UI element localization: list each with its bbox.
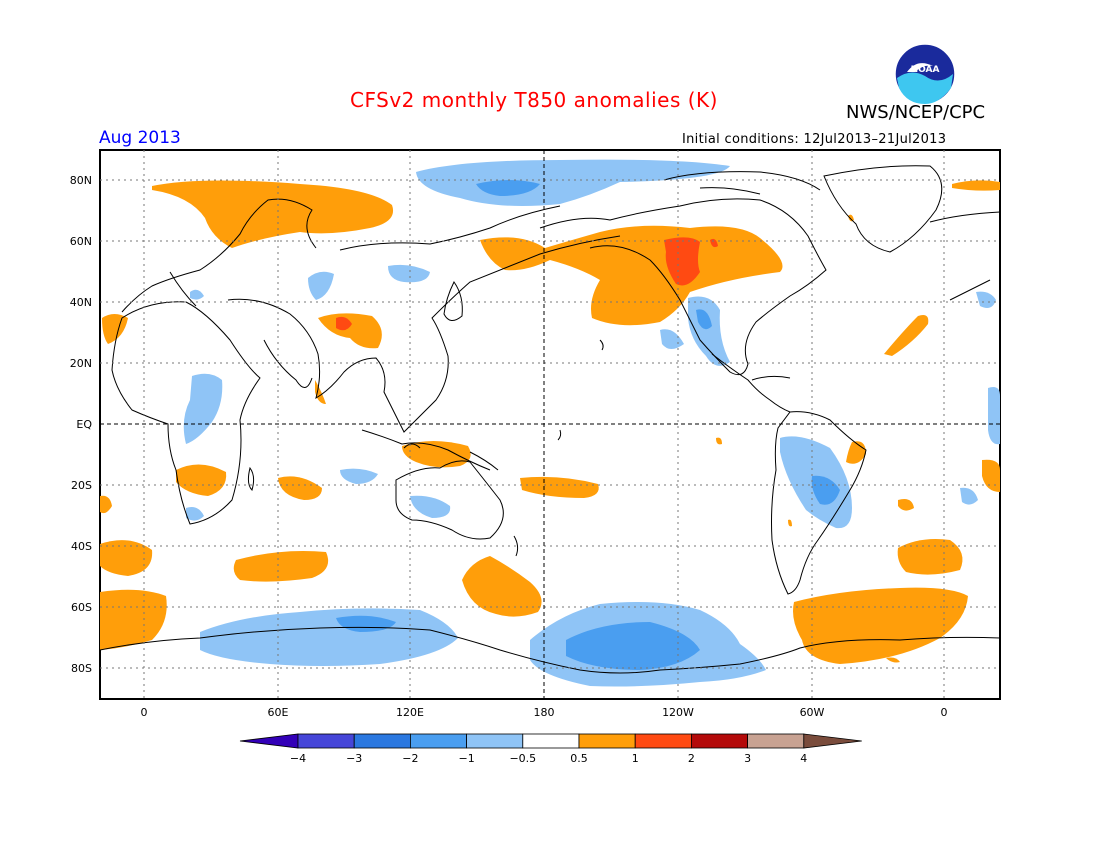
lon-tick-180: 180 bbox=[534, 706, 555, 719]
color-scale-bar: −4 −3 −2 −1 −0.5 0.5 1 2 3 4 bbox=[239, 733, 862, 765]
forecast-period: Aug 2013 bbox=[99, 128, 181, 148]
lat-tick-80n: 80N bbox=[70, 174, 92, 187]
lon-tick-120w: 120W bbox=[662, 706, 694, 719]
lon-tick-0-west: 0 bbox=[141, 706, 148, 719]
colorbar-swatch bbox=[634, 733, 692, 749]
colorbar-label: −1 bbox=[458, 752, 474, 765]
lat-tick-40s: 40S bbox=[71, 540, 92, 553]
colorbar-swatch bbox=[353, 733, 411, 749]
lat-tick-eq: EQ bbox=[76, 418, 92, 431]
lon-tick-0-east: 0 bbox=[941, 706, 948, 719]
colorbar-label: 2 bbox=[688, 752, 695, 765]
lat-tick-20s: 20S bbox=[71, 479, 92, 492]
lon-tick-60e: 60E bbox=[268, 706, 289, 719]
colorbar-swatch bbox=[522, 733, 580, 749]
coastlines bbox=[99, 165, 1001, 674]
colorbar-swatch bbox=[297, 733, 355, 749]
grid-lines bbox=[100, 150, 1000, 699]
initial-conditions: Initial conditions: 12Jul2013–21Jul2013 bbox=[682, 132, 947, 147]
noaa-logo-icon: NOAA bbox=[894, 43, 956, 105]
agency-label: NWS/NCEP/CPC bbox=[846, 102, 986, 123]
colorbar-swatch bbox=[691, 733, 749, 749]
colorbar-label: −4 bbox=[290, 752, 306, 765]
lat-tick-40n: 40N bbox=[70, 296, 92, 309]
colorbar-arrow-low bbox=[239, 733, 299, 749]
colorbar-label: −0.5 bbox=[509, 752, 536, 765]
lon-tick-60w: 60W bbox=[800, 706, 825, 719]
svg-text:NOAA: NOAA bbox=[911, 65, 940, 75]
colorbar-label: −3 bbox=[346, 752, 362, 765]
colorbar-swatch bbox=[747, 733, 805, 749]
colorbar-arrow-high bbox=[803, 733, 862, 749]
colorbar-label: −2 bbox=[402, 752, 418, 765]
colorbar-label: 1 bbox=[632, 752, 639, 765]
colorbar-swatch bbox=[409, 733, 467, 749]
equator-dateline bbox=[100, 150, 1000, 699]
lon-tick-120e: 120E bbox=[396, 706, 424, 719]
anomaly-fields bbox=[100, 159, 1000, 687]
colorbar-label: 0.5 bbox=[570, 752, 588, 765]
map-title: CFSv2 monthly T850 anomalies (K) bbox=[350, 88, 718, 112]
lat-tick-60s: 60S bbox=[71, 601, 92, 614]
lat-tick-80s: 80S bbox=[71, 662, 92, 675]
lat-tick-60n: 60N bbox=[70, 235, 92, 248]
colorbar-label: 3 bbox=[744, 752, 751, 765]
colorbar-swatch bbox=[466, 733, 524, 749]
colorbar-label: 4 bbox=[800, 752, 807, 765]
lat-tick-20n: 20N bbox=[70, 357, 92, 370]
colorbar-swatch bbox=[578, 733, 636, 749]
